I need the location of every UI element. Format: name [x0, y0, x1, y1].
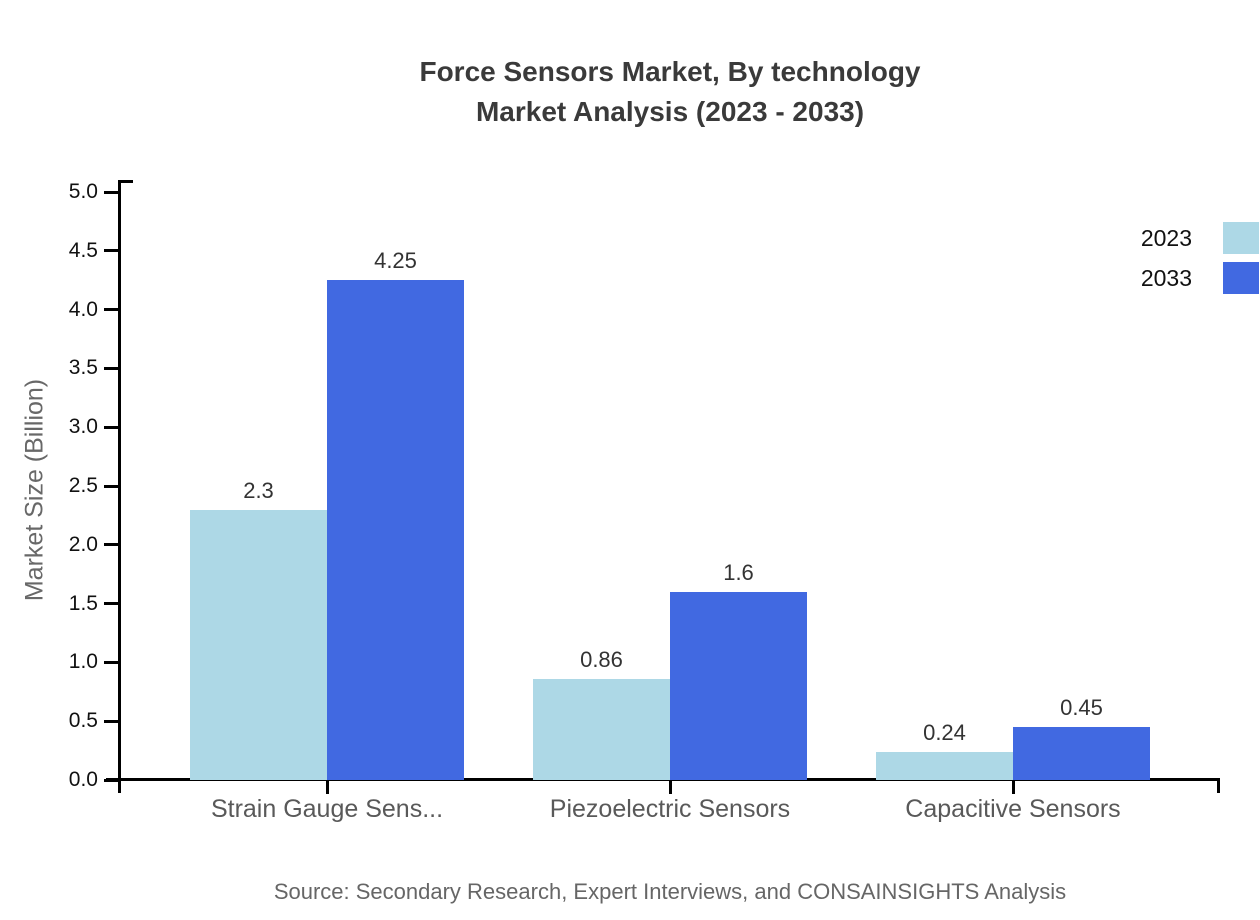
- y-axis-tick-label: 0.5: [68, 709, 98, 733]
- legend-swatch-2023: [1223, 222, 1259, 254]
- x-category-label: Piezoelectric Sensors: [549, 795, 791, 823]
- x-category-label: Capacitive Sensors: [905, 795, 1121, 823]
- y-axis-tick-label: 2.5: [68, 474, 98, 497]
- bar-2023-2: [533, 678, 670, 780]
- chart-title: Force Sensors Market, By technology Mark…: [120, 52, 1220, 132]
- y-axis-tick: [104, 308, 120, 312]
- bar-value-label: 2.3: [243, 477, 274, 503]
- bar-value-label: 0.24: [923, 719, 966, 745]
- chart-title-line-2: Market Analysis (2023 - 2033): [475, 96, 865, 127]
- bar-value-label: 0.86: [580, 646, 623, 672]
- y-axis-tick-label: 3.5: [68, 356, 98, 380]
- bar-2023-3: [876, 751, 1013, 780]
- y-axis-tick: [104, 778, 120, 782]
- y-axis-tick-label: 3.0: [68, 415, 98, 439]
- y-axis-top-cap: [120, 180, 133, 183]
- y-axis-tick: [104, 249, 120, 253]
- y-axis-tick-label: 2.0: [68, 532, 98, 556]
- source-attribution: Source: Secondary Research, Expert Inter…: [273, 879, 1067, 904]
- y-axis-tick-label: 4.0: [68, 297, 98, 321]
- x-axis-tick: [1011, 780, 1015, 794]
- chart-title-line-1: Force Sensors Market, By technology: [419, 56, 921, 87]
- bar-2033-3: [1013, 727, 1150, 780]
- bar-value-label: 4.25: [374, 248, 417, 274]
- y-axis-tick: [104, 425, 120, 429]
- y-axis-tick-label: 5.0: [68, 180, 98, 203]
- bar-value-label: 1.6: [723, 559, 754, 585]
- y-axis-tick: [104, 366, 120, 370]
- bar-2033-2: [670, 591, 807, 780]
- bar-value-label: 0.45: [1060, 695, 1103, 721]
- y-axis-tick: [104, 602, 120, 606]
- y-axis-tick: [104, 484, 120, 488]
- bar-2033-1: [327, 280, 464, 780]
- y-axis-tick-label: 1.5: [68, 591, 98, 615]
- x-axis-right-cap: [1217, 778, 1220, 793]
- legend-swatch-2033: [1223, 262, 1259, 294]
- x-axis-tick: [325, 780, 329, 794]
- y-axis-tick: [104, 190, 120, 194]
- y-axis-tick: [104, 543, 120, 547]
- y-axis-tick-label: 4.5: [68, 238, 98, 262]
- y-axis-tick: [104, 719, 120, 723]
- legend-label-2033: 2033: [1140, 265, 1192, 291]
- bar-2023-1: [190, 509, 327, 780]
- x-category-label: Strain Gauge Sens...: [210, 795, 444, 823]
- y-axis-tick: [104, 660, 120, 664]
- x-axis-tick: [668, 780, 672, 794]
- y-axis-tick-label: 0.0: [68, 768, 98, 791]
- y-axis-tick-label: 1.0: [68, 650, 98, 674]
- legend-label-2023: 2023: [1140, 225, 1192, 251]
